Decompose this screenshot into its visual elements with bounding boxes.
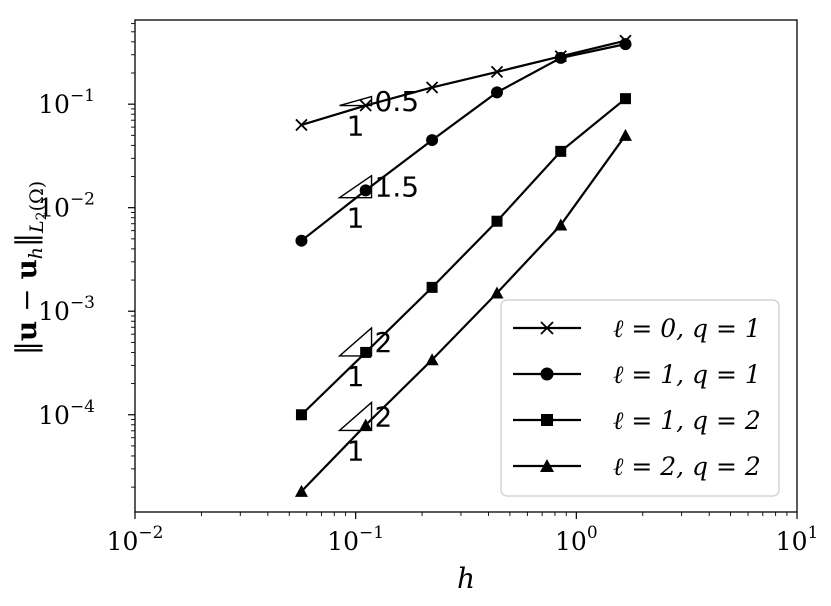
run-label: 1 — [347, 434, 365, 467]
data-point — [490, 65, 504, 79]
slope-label: 0.5 — [375, 85, 420, 118]
y-tick-label: 10−2 — [38, 190, 95, 223]
data-point — [359, 184, 372, 197]
data-point — [295, 118, 308, 132]
series-line — [300, 97, 627, 416]
slope-label: 2 — [375, 400, 393, 433]
data-point — [295, 234, 308, 247]
data-point — [554, 51, 567, 64]
slope-triangle-1: 0.51 — [339, 85, 420, 143]
slope-triangle-shape — [339, 95, 373, 107]
y-axis-label: ‖u − uh‖L2(Ω) — [10, 181, 50, 355]
legend-label: ℓ = 1, q = 1 — [613, 360, 761, 389]
legend-label: ℓ = 2, q = 2 — [613, 452, 761, 481]
legend-marker — [541, 414, 553, 426]
legend-entry: ℓ = 0, q = 1 — [513, 314, 761, 343]
x-tick-label: 10−1 — [327, 523, 384, 556]
axis-ticks: 10−2 10−1 100 101 10−4 10−3 10−2 10−1 — [38, 23, 819, 556]
x-tick-label: 101 — [776, 523, 819, 556]
series-line — [301, 39, 626, 126]
y-tick-label: 10−3 — [38, 293, 95, 326]
data-point — [554, 218, 568, 231]
slope-label: 2 — [375, 326, 393, 359]
data-point — [619, 93, 631, 105]
run-label: 1 — [347, 202, 365, 235]
legend-label: ℓ = 0, q = 1 — [613, 314, 761, 343]
x-tick-label: 10−2 — [107, 523, 164, 556]
legend-marker — [540, 459, 554, 472]
data-point — [618, 128, 632, 141]
data-point — [359, 418, 373, 431]
run-label: 1 — [347, 110, 365, 143]
slope-triangle-2: 1.51 — [337, 171, 420, 235]
plot-frame — [134, 19, 798, 513]
x-axis-label: h — [457, 562, 475, 595]
data-point — [490, 86, 503, 99]
data-point — [426, 134, 439, 147]
series-line — [300, 134, 627, 493]
series-2 — [295, 38, 632, 247]
data-point — [294, 484, 308, 497]
data-point — [295, 409, 307, 421]
data-point — [426, 281, 438, 293]
legend-label: ℓ = 1, q = 2 — [613, 406, 761, 435]
y-tick-label: 10−4 — [38, 397, 95, 430]
legend: ℓ = 0, q = 1 ℓ = 1, q = 1 ℓ = 1, q = 2 ℓ = … — [500, 299, 780, 497]
data-point — [491, 215, 503, 227]
series-4 — [294, 128, 632, 497]
legend-entry: ℓ = 1, q = 2 — [513, 406, 761, 435]
slope-triangle-shape — [337, 400, 373, 432]
y-tick-label: 10−1 — [38, 86, 95, 119]
data-point — [490, 286, 504, 299]
legend-box — [500, 299, 780, 497]
data-point — [425, 353, 439, 366]
data-point — [360, 346, 372, 358]
data-point — [619, 38, 632, 51]
legend-entry: ℓ = 2, q = 2 — [513, 452, 761, 481]
plot-area — [134, 19, 798, 513]
slope-triangle-shape — [337, 326, 373, 357]
legend-entry: ℓ = 1, q = 1 — [513, 360, 761, 389]
run-label: 1 — [347, 360, 365, 393]
x-tick-label: 100 — [555, 523, 598, 556]
y-axis-label-text: ‖u − uh‖L2(Ω) — [10, 181, 50, 355]
series-line — [300, 43, 626, 242]
slope-triangle-4: 21 — [337, 400, 393, 467]
series-layer — [294, 34, 632, 497]
data-point — [425, 81, 439, 94]
data-point — [555, 145, 567, 157]
legend-marker — [540, 321, 554, 335]
legend-marker — [540, 367, 554, 381]
series-3 — [295, 93, 631, 421]
slope-triangle-shape — [337, 174, 373, 199]
slope-triangle-3: 21 — [337, 326, 393, 393]
slope-label: 1.5 — [375, 171, 420, 204]
